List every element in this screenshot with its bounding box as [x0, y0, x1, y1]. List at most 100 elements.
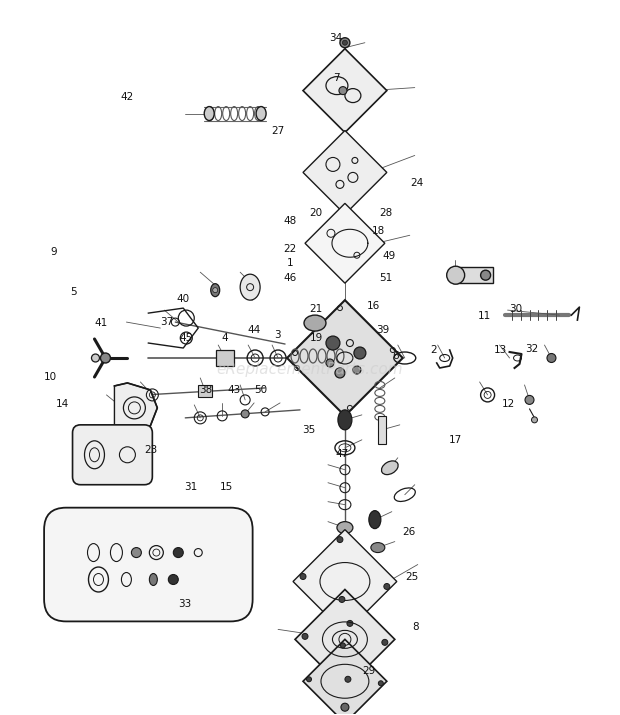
- Text: 38: 38: [200, 385, 213, 395]
- Text: 30: 30: [509, 304, 522, 314]
- Polygon shape: [303, 131, 387, 214]
- Ellipse shape: [345, 676, 351, 682]
- Ellipse shape: [149, 573, 157, 586]
- Ellipse shape: [371, 543, 385, 553]
- Text: 34: 34: [329, 33, 343, 43]
- Text: 18: 18: [371, 225, 384, 235]
- Text: 37: 37: [160, 317, 173, 327]
- Text: 16: 16: [366, 301, 379, 311]
- Ellipse shape: [340, 38, 350, 48]
- Ellipse shape: [100, 353, 110, 363]
- Text: 40: 40: [177, 294, 190, 304]
- Text: 13: 13: [494, 345, 507, 355]
- Ellipse shape: [480, 270, 490, 280]
- Ellipse shape: [213, 287, 218, 292]
- Polygon shape: [295, 589, 395, 689]
- Text: 12: 12: [502, 399, 515, 409]
- Ellipse shape: [353, 366, 361, 374]
- Text: 42: 42: [121, 92, 134, 102]
- Text: 47: 47: [335, 449, 349, 459]
- Text: 39: 39: [376, 325, 389, 335]
- Ellipse shape: [131, 548, 141, 558]
- Text: 25: 25: [405, 572, 419, 582]
- Bar: [198, 385, 212, 397]
- Ellipse shape: [240, 274, 260, 300]
- Ellipse shape: [547, 353, 556, 363]
- Text: 11: 11: [478, 311, 491, 321]
- Text: 44: 44: [248, 325, 261, 335]
- Ellipse shape: [341, 704, 349, 711]
- Text: 32: 32: [525, 344, 538, 354]
- Ellipse shape: [342, 40, 347, 45]
- Ellipse shape: [446, 266, 464, 284]
- Ellipse shape: [326, 336, 340, 350]
- Text: 46: 46: [283, 272, 297, 282]
- Polygon shape: [305, 203, 385, 283]
- Ellipse shape: [337, 522, 353, 533]
- Ellipse shape: [92, 354, 99, 362]
- Ellipse shape: [347, 621, 353, 626]
- Ellipse shape: [211, 284, 219, 297]
- Ellipse shape: [335, 368, 345, 378]
- Polygon shape: [115, 383, 157, 433]
- FancyBboxPatch shape: [44, 508, 252, 621]
- Text: 5: 5: [71, 287, 77, 297]
- Text: 20: 20: [309, 208, 323, 218]
- Ellipse shape: [382, 639, 388, 646]
- Text: 3: 3: [275, 330, 281, 340]
- Polygon shape: [287, 300, 403, 416]
- Text: 15: 15: [220, 483, 233, 493]
- Text: 19: 19: [309, 332, 323, 342]
- Text: 2: 2: [430, 345, 437, 355]
- Text: 41: 41: [94, 318, 107, 328]
- Ellipse shape: [369, 511, 381, 528]
- Text: 8: 8: [412, 622, 418, 632]
- Text: 28: 28: [379, 208, 392, 218]
- Bar: [378, 416, 386, 444]
- Ellipse shape: [326, 359, 334, 367]
- Text: 31: 31: [185, 483, 198, 493]
- Ellipse shape: [531, 417, 538, 423]
- Text: 29: 29: [362, 666, 375, 676]
- Ellipse shape: [204, 107, 215, 121]
- Text: 9: 9: [50, 247, 56, 257]
- Text: 23: 23: [144, 445, 157, 455]
- Polygon shape: [293, 530, 397, 633]
- Ellipse shape: [354, 347, 366, 359]
- Text: 4: 4: [221, 332, 228, 342]
- Ellipse shape: [340, 643, 345, 648]
- Text: 27: 27: [271, 126, 285, 136]
- Ellipse shape: [241, 410, 249, 418]
- Polygon shape: [303, 49, 387, 132]
- Text: 22: 22: [283, 244, 297, 254]
- Bar: [216, 350, 234, 366]
- Text: 21: 21: [309, 304, 323, 314]
- Ellipse shape: [378, 681, 383, 686]
- Ellipse shape: [300, 573, 306, 579]
- Text: 33: 33: [179, 598, 192, 608]
- Text: 24: 24: [410, 178, 423, 188]
- Ellipse shape: [302, 633, 308, 639]
- Bar: [453, 267, 493, 283]
- Ellipse shape: [525, 395, 534, 405]
- Text: 7: 7: [333, 73, 339, 83]
- Text: 49: 49: [383, 251, 396, 261]
- Text: 51: 51: [379, 272, 392, 282]
- Text: 10: 10: [43, 373, 57, 383]
- Text: 35: 35: [302, 425, 316, 435]
- Ellipse shape: [168, 575, 179, 584]
- Ellipse shape: [384, 583, 390, 589]
- Ellipse shape: [339, 596, 345, 603]
- FancyBboxPatch shape: [73, 425, 153, 485]
- Polygon shape: [303, 639, 387, 715]
- Text: eReplacementParts.com: eReplacementParts.com: [216, 363, 404, 378]
- Ellipse shape: [337, 536, 343, 543]
- Text: 6: 6: [392, 351, 399, 361]
- Text: 14: 14: [56, 399, 69, 409]
- Text: 43: 43: [228, 385, 241, 395]
- Ellipse shape: [306, 677, 311, 682]
- Text: 45: 45: [180, 332, 193, 342]
- Ellipse shape: [339, 87, 347, 94]
- Text: 1: 1: [287, 258, 293, 268]
- Ellipse shape: [381, 461, 398, 475]
